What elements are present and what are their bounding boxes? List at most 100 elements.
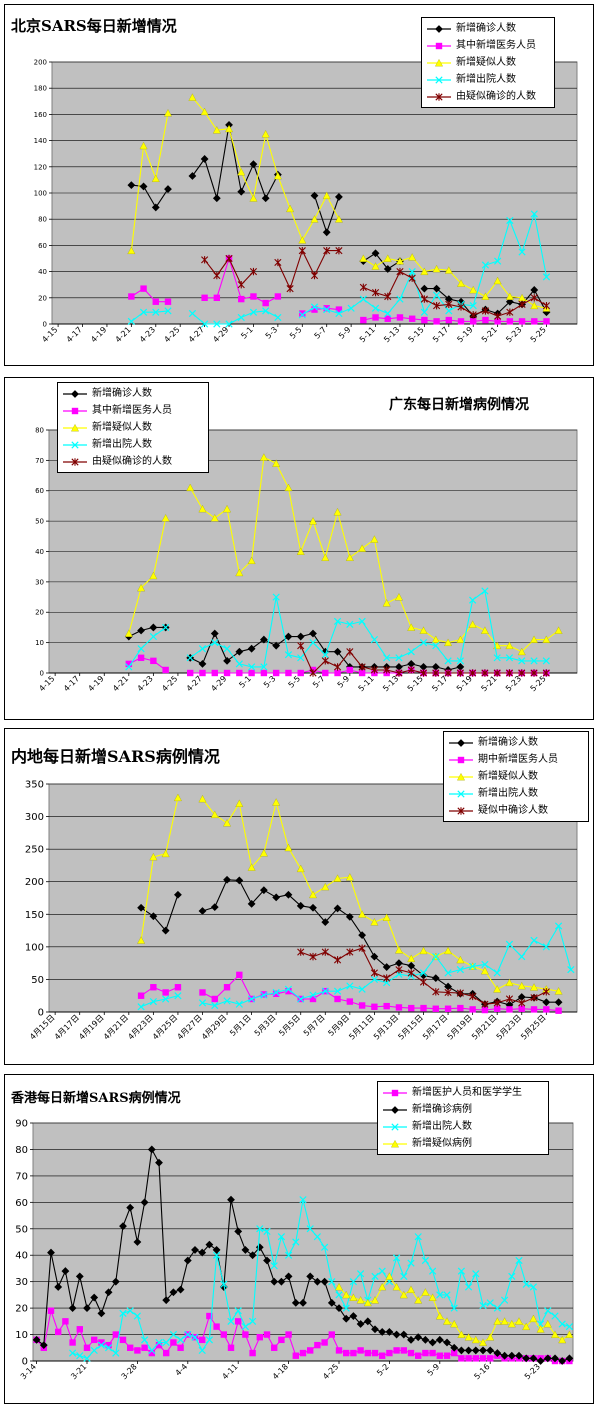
- data-point: [141, 1344, 148, 1351]
- data-point: [518, 657, 526, 665]
- x-tick-label: 5-13: [381, 674, 400, 693]
- data-point: [371, 249, 380, 258]
- legend-entry: 新增确诊人数: [62, 385, 204, 402]
- legend-marker: [71, 423, 79, 431]
- data-point: [451, 1349, 458, 1357]
- legend-entry: 新增医护人员和医学学生: [382, 1084, 544, 1101]
- data-point: [137, 1003, 145, 1011]
- data-point: [198, 504, 207, 513]
- data-point: [469, 285, 478, 294]
- data-point: [333, 987, 342, 995]
- data-point: [259, 453, 268, 461]
- data-point: [363, 1317, 372, 1326]
- y-tick-label: 40: [38, 268, 47, 276]
- data-point: [420, 295, 428, 303]
- data-point: [247, 663, 256, 671]
- data-point: [393, 1347, 400, 1354]
- data-point: [506, 1006, 513, 1013]
- data-point: [321, 657, 329, 665]
- data-point: [327, 1298, 336, 1307]
- data-point: [272, 593, 280, 601]
- data-point: [396, 295, 404, 303]
- x-tick-label: 4月23日: [126, 1013, 154, 1041]
- data-point: [272, 459, 281, 467]
- data-point: [321, 882, 330, 891]
- data-point: [62, 1318, 69, 1325]
- data-point: [343, 1349, 350, 1357]
- series-group: [127, 93, 551, 312]
- data-point: [68, 1349, 77, 1357]
- y-tick-label: 10: [15, 1330, 28, 1341]
- legend-marker: [435, 42, 443, 49]
- x-tick-label: 5-11: [358, 325, 377, 344]
- data-point: [310, 303, 319, 311]
- data-point: [163, 1349, 170, 1357]
- legend-swatch: [63, 457, 87, 466]
- data-point: [480, 966, 489, 975]
- data-point: [464, 1283, 473, 1291]
- data-point: [554, 626, 563, 634]
- data-point: [358, 1002, 366, 1009]
- legend-swatch: [427, 58, 451, 66]
- x-tick-label: 4-25: [321, 1362, 340, 1381]
- data-point: [200, 107, 209, 116]
- data-point: [148, 1346, 156, 1355]
- data-point: [137, 583, 146, 592]
- legend-swatch: [427, 92, 451, 101]
- legend-label: 新增确诊人数: [92, 388, 152, 399]
- x-tick-label: 5月5日: [277, 1013, 302, 1038]
- data-point: [235, 647, 244, 656]
- legend-entry: 新增疑似人数: [426, 54, 550, 71]
- data-point: [359, 254, 368, 262]
- legend-label: 由疑似确诊的人数: [456, 91, 536, 102]
- data-point: [335, 306, 343, 313]
- legend-marker: [457, 789, 465, 798]
- x-tick-label: 4-25: [162, 325, 181, 344]
- data-point: [333, 507, 342, 516]
- data-point: [237, 313, 245, 322]
- data-point: [542, 273, 551, 281]
- data-point: [456, 669, 464, 677]
- data-point: [345, 873, 354, 881]
- legend-marker: [71, 389, 79, 398]
- data-point: [183, 1256, 192, 1265]
- data-point: [137, 936, 146, 944]
- data-point: [296, 864, 305, 873]
- x-tick-label: 5-3: [264, 325, 280, 341]
- data-point: [277, 1233, 286, 1241]
- data-point: [443, 1291, 451, 1299]
- data-point: [383, 666, 391, 674]
- data-point: [309, 629, 317, 638]
- data-point: [370, 975, 379, 984]
- data-point: [140, 1336, 149, 1344]
- chart-svg: 0501001502002503003504月15日4月17日4月19日4月21…: [25, 780, 578, 1042]
- x-tick-label: 4-4: [174, 1362, 190, 1378]
- legend-swatch: [383, 1105, 407, 1114]
- data-point: [321, 1339, 328, 1346]
- legend-label: 疑似中确诊人数: [478, 805, 548, 816]
- x-tick-label: 5-1: [237, 674, 253, 690]
- data-point: [55, 1328, 62, 1336]
- data-point: [307, 1347, 314, 1354]
- data-point: [384, 315, 391, 322]
- data-point: [198, 999, 207, 1007]
- y-tick-label: 300: [25, 812, 44, 823]
- data-point: [378, 1328, 387, 1336]
- data-point: [249, 160, 258, 169]
- data-point: [335, 193, 343, 201]
- data-point: [378, 1282, 387, 1291]
- data-point: [125, 663, 133, 671]
- x-tick-label: 5-5: [288, 325, 304, 341]
- data-point: [235, 568, 244, 577]
- x-tick-label: 5月11日: [347, 1013, 375, 1041]
- legend-entry: 新增出院人数: [426, 71, 550, 88]
- legend-entry: 新增出院人数: [62, 436, 204, 453]
- data-point: [464, 1333, 473, 1341]
- data-point: [444, 1005, 452, 1012]
- data-point: [506, 318, 514, 325]
- data-point: [468, 620, 477, 628]
- data-point: [323, 246, 331, 255]
- data-point: [104, 1344, 113, 1352]
- legend-marker: [457, 806, 465, 815]
- y-tick-label: 20: [38, 294, 47, 302]
